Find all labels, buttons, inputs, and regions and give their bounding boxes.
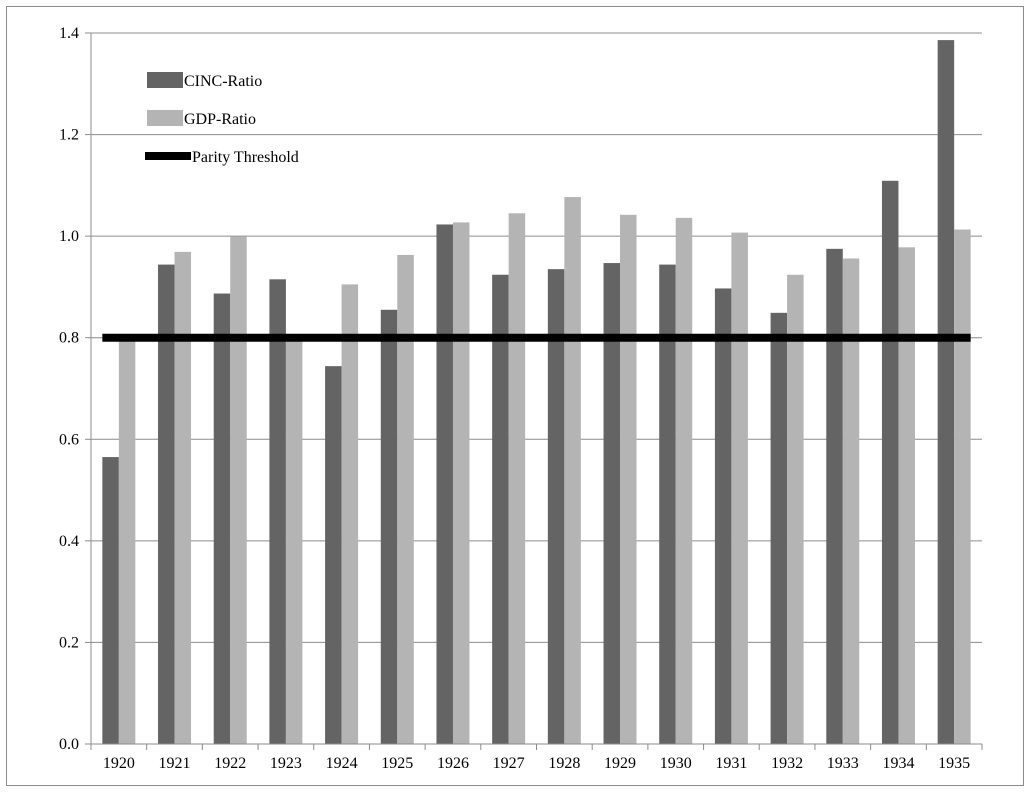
bar-gdp-ratio-1928	[564, 197, 581, 745]
legend-label-gdp-ratio: GDP-Ratio	[184, 111, 256, 128]
bar-cinc-ratio-1934	[881, 180, 899, 744]
legend-swatch-gdp-ratio	[147, 110, 183, 126]
bar-gdp-ratio-1930	[675, 217, 693, 745]
bar-cinc-ratio-1932	[770, 312, 788, 744]
bar-cinc-ratio-1928	[547, 269, 565, 744]
bar-cinc-ratio-1924	[325, 366, 342, 744]
bar-gdp-ratio-1923	[285, 337, 303, 744]
bar-cinc-ratio-1935	[937, 40, 955, 745]
bar-gdp-ratio-1926	[452, 222, 470, 744]
bar-cinc-ratio-1933	[826, 248, 843, 744]
bar-cinc-ratio-1930	[659, 264, 676, 744]
y-tick-label: 1.4	[59, 25, 79, 42]
bar-gdp-ratio-1935	[954, 229, 971, 744]
x-tick-label-1922: 1922	[214, 755, 246, 772]
x-tick-label-1921: 1921	[159, 755, 191, 772]
bar-gdp-ratio-1925	[397, 254, 414, 744]
x-tick-label-1931: 1931	[715, 755, 747, 772]
x-tick-label-1926: 1926	[437, 755, 469, 772]
y-tick-label: 0.2	[59, 634, 79, 651]
legend-label-cinc-ratio: CINC-Ratio	[184, 73, 262, 90]
bar-gdp-ratio-1933	[842, 258, 860, 744]
y-tick-label: 0.4	[59, 533, 79, 550]
x-tick-label-1932: 1932	[771, 755, 803, 772]
x-tick-label-1925: 1925	[381, 755, 413, 772]
x-tick-label-1929: 1929	[604, 755, 636, 772]
bar-gdp-ratio-1920	[118, 337, 136, 744]
bar-cinc-ratio-1922	[213, 293, 231, 744]
bar-gdp-ratio-1924	[341, 284, 359, 744]
bar-gdp-ratio-1921	[174, 251, 192, 745]
y-tick-label: 1.2	[59, 127, 79, 144]
bar-gdp-ratio-1927	[508, 213, 526, 744]
bar-gdp-ratio-1932	[787, 274, 804, 744]
bar-cinc-ratio-1931	[714, 288, 732, 744]
bar-cinc-ratio-1923	[269, 279, 286, 744]
x-tick-label-1930: 1930	[660, 755, 692, 772]
x-tick-label-1935: 1935	[938, 755, 970, 772]
y-tick-label: 0.0	[59, 736, 79, 753]
x-tick-label-1934: 1934	[882, 755, 914, 772]
bar-gdp-ratio-1922	[230, 236, 247, 745]
y-tick-label: 0.8	[59, 330, 79, 347]
y-tick-label: 0.6	[59, 431, 79, 448]
axes: 0.0 0.2 0.4 0.6 0.8 1.0 1.2 1.4 1920 1921 1922 1923…	[59, 25, 983, 772]
bar-gdp-ratio-1931	[731, 232, 748, 744]
y-tick-label: 1.0	[59, 228, 79, 245]
bars	[102, 40, 971, 745]
x-tick-label-1920: 1920	[103, 755, 135, 772]
bar-cinc-ratio-1927	[492, 274, 509, 744]
x-tick-label-1927: 1927	[493, 755, 525, 772]
legend: CINC-Ratio GDP-Ratio Parity Threshold	[145, 72, 299, 166]
bar-cinc-ratio-1926	[436, 224, 453, 744]
bar-cinc-ratio-1929	[603, 263, 621, 744]
x-tick-label-1924: 1924	[326, 755, 358, 772]
legend-label-parity-threshold: Parity Threshold	[192, 149, 299, 166]
x-tick-label-1928: 1928	[548, 755, 580, 772]
bar-cinc-ratio-1921	[158, 264, 175, 744]
x-tick-label-1933: 1933	[827, 755, 859, 772]
bar-gdp-ratio-1929	[620, 214, 637, 744]
x-tick-label-1923: 1923	[270, 755, 302, 772]
legend-swatch-parity-threshold	[145, 152, 191, 160]
bar-cinc-ratio-1920	[102, 457, 119, 744]
bar-cinc-ratio-1925	[380, 309, 398, 744]
bar-gdp-ratio-1934	[898, 247, 915, 744]
legend-swatch-cinc-ratio	[147, 72, 183, 88]
